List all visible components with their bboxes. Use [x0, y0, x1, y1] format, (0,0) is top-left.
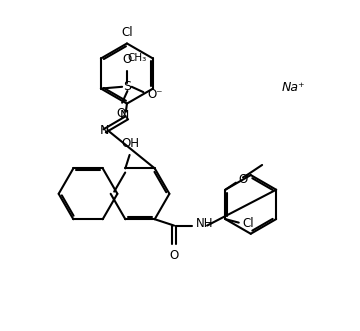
Text: Cl: Cl: [121, 26, 133, 39]
Text: S: S: [123, 80, 131, 93]
Text: N: N: [120, 110, 129, 122]
Text: Na⁺: Na⁺: [282, 81, 305, 94]
Text: O: O: [239, 173, 248, 186]
Text: Cl: Cl: [242, 217, 254, 230]
Text: O: O: [116, 107, 126, 120]
Text: N: N: [100, 124, 109, 137]
Text: OH: OH: [122, 137, 140, 150]
Text: NH: NH: [195, 217, 213, 230]
Text: O: O: [123, 53, 132, 66]
Text: CH₃: CH₃: [127, 54, 147, 64]
Text: O: O: [170, 249, 179, 262]
Text: O⁻: O⁻: [147, 88, 162, 101]
